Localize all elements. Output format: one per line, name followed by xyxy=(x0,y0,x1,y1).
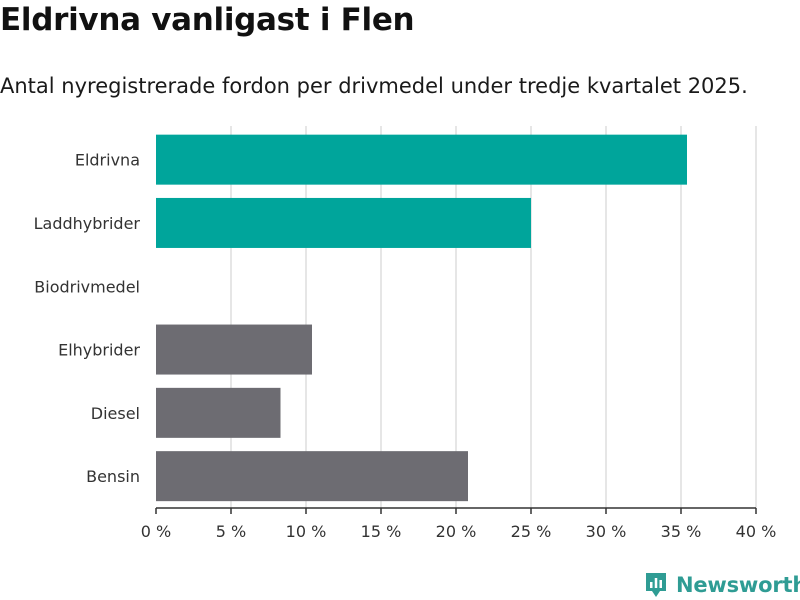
bar-bensin xyxy=(156,451,468,502)
grid-lines xyxy=(230,126,757,508)
x-tick-label: 25 % xyxy=(511,522,552,541)
category-label: Laddhybrider xyxy=(34,214,141,233)
x-tick-label: 15 % xyxy=(361,522,402,541)
category-label: Eldrivna xyxy=(75,151,140,170)
category-label: Elhybrider xyxy=(58,341,140,360)
category-label: Bensin xyxy=(86,467,140,486)
x-tick-label: 10 % xyxy=(286,522,327,541)
category-label: Biodrivmedel xyxy=(34,277,140,296)
bar-chart-icon xyxy=(646,573,666,597)
x-tick-label: 5 % xyxy=(216,522,246,541)
x-tick-label: 40 % xyxy=(736,522,777,541)
category-labels: Eldrivna Laddhybrider Biodrivmedel Elhybrid… xyxy=(34,151,141,487)
x-tick-label: 20 % xyxy=(436,522,477,541)
brand-name: Newsworthy xyxy=(676,573,800,597)
x-tick-label: 30 % xyxy=(586,522,627,541)
x-axis: 0 % 5 % 10 % 15 % 20 % 25 % 30 % 35 % 40 % xyxy=(141,507,777,541)
bar-laddhybrider xyxy=(156,197,531,248)
bar-elhybrider xyxy=(156,324,312,375)
category-label: Diesel xyxy=(91,404,140,423)
bar-diesel xyxy=(156,387,281,438)
bar-eldrivna xyxy=(156,134,687,185)
bars xyxy=(156,134,687,502)
x-tick-label: 35 % xyxy=(661,522,702,541)
newsworthy-logo: Newsworthy xyxy=(644,570,800,600)
chart-subtitle: Antal nyregistrerade fordon per drivmede… xyxy=(0,74,748,98)
x-tick-label: 0 % xyxy=(141,522,171,541)
chart-title: Eldrivna vanligast i Flen xyxy=(0,2,415,38)
